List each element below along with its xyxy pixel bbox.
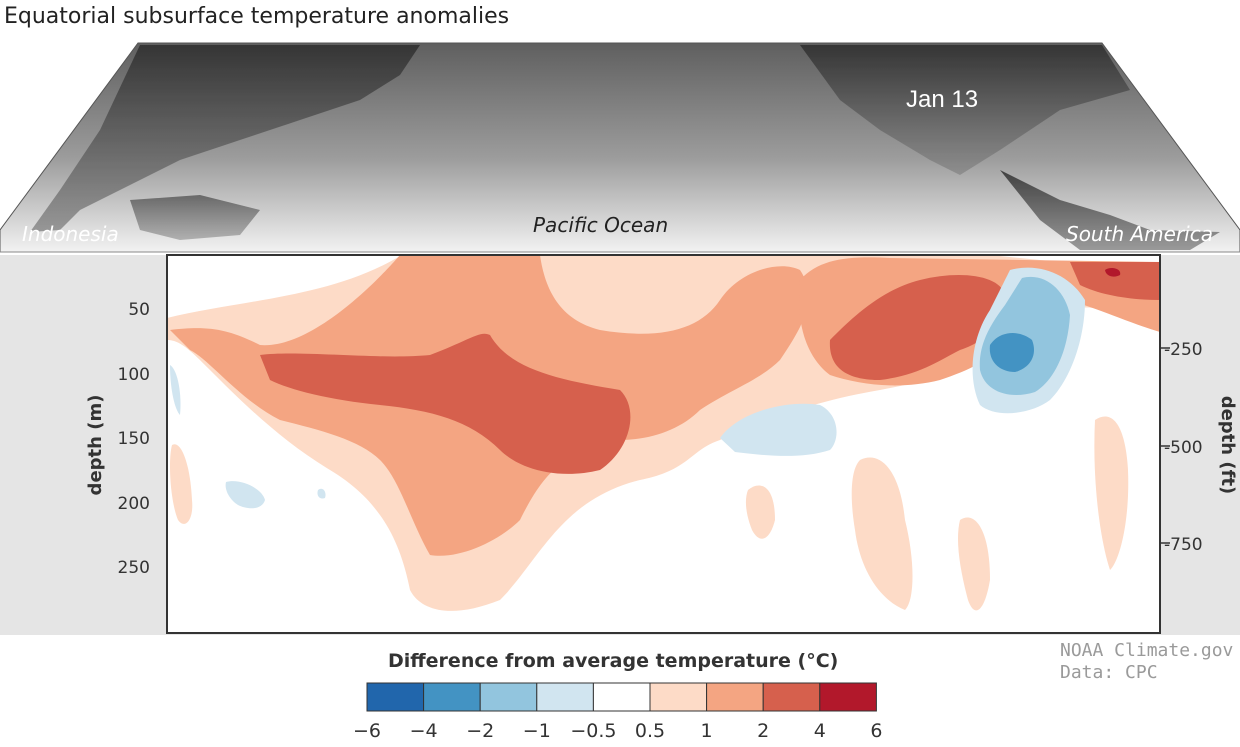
contour-dark-red-far-east [1070, 262, 1160, 300]
contour-light-blue-center [720, 403, 837, 456]
label-indonesia: Indonesia [22, 222, 119, 246]
legend-tick-label: −0.5 [570, 720, 616, 742]
legend-swatch [819, 682, 877, 712]
landmasses [30, 45, 1220, 250]
left-tick-label: 50 [128, 300, 150, 320]
contour-light-red-west [170, 444, 193, 524]
label-pacific-ocean: Pacific Ocean [533, 213, 668, 237]
contour-light-red-east2 [745, 485, 775, 539]
credit-data: Data: CPC [1060, 662, 1158, 683]
legend-tick-label: 2 [757, 720, 769, 742]
label-south-america: South America [1066, 222, 1213, 246]
legend-tick-labels: −6 −4 −2 −1 −0.5 0.5 1 2 4 6 [353, 720, 882, 742]
contour-light-blue-west3 [317, 488, 326, 499]
credit-block: NOAA Climate.gov Data: CPC [1060, 640, 1233, 684]
left-axis-title: depth (m) [85, 395, 106, 496]
legend-swatch [479, 682, 538, 712]
legend-swatch [649, 682, 708, 712]
legend-swatch [762, 682, 821, 712]
contour-light-red-east3 [957, 517, 990, 611]
contour-dark-red-west [260, 333, 631, 474]
legend-swatch [366, 682, 425, 712]
legend-title: Difference from average temperature (°C) [388, 650, 839, 672]
legend-tick-label: 1 [701, 720, 713, 742]
legend-colorbar [366, 682, 877, 712]
legend-swatch [423, 682, 481, 712]
right-axis: -250 -500 -750 depth (ft) [1160, 340, 1238, 555]
contour-dark-red-east [829, 275, 1005, 380]
right-tick-label: -750 [1164, 535, 1203, 555]
contour-light-red-east1 [851, 457, 913, 610]
contour-darkest-red [1105, 267, 1121, 277]
legend-tick-label: 0.5 [635, 720, 665, 742]
legend-tick-label: 4 [814, 720, 826, 742]
legend-swatch [592, 682, 651, 712]
plot-frame [166, 254, 1161, 634]
left-tick-label: 200 [118, 494, 150, 514]
legend-tick-label: 6 [870, 720, 882, 742]
legend-tick-label: −4 [410, 720, 438, 742]
legend-tick-label: −6 [353, 720, 381, 742]
credit-source: NOAA Climate.gov [1060, 640, 1234, 661]
left-tick-label: 100 [118, 365, 150, 385]
right-axis-title: depth (ft) [1217, 396, 1238, 495]
anomaly-contours [167, 255, 1160, 611]
legend-swatch [706, 682, 764, 712]
page-title: Equatorial subsurface temperature anomal… [4, 4, 510, 29]
right-tick-label: -250 [1164, 340, 1203, 360]
contour-light-blue-west1 [225, 481, 265, 509]
legend-swatch [536, 682, 594, 712]
date-label: Jan 13 [906, 86, 978, 113]
legend-tick-label: −2 [466, 720, 494, 742]
left-tick-label: 150 [118, 429, 150, 449]
contour-light-red-east4 [1094, 416, 1129, 570]
contour-blue-east [989, 333, 1035, 372]
right-tick-label: -500 [1164, 438, 1203, 458]
left-axis: 50 100 150 200 250 depth (m) [85, 300, 150, 578]
left-tick-label: 250 [118, 558, 150, 578]
legend-tick-label: −1 [523, 720, 551, 742]
contour-light-blue-west2 [170, 365, 181, 415]
